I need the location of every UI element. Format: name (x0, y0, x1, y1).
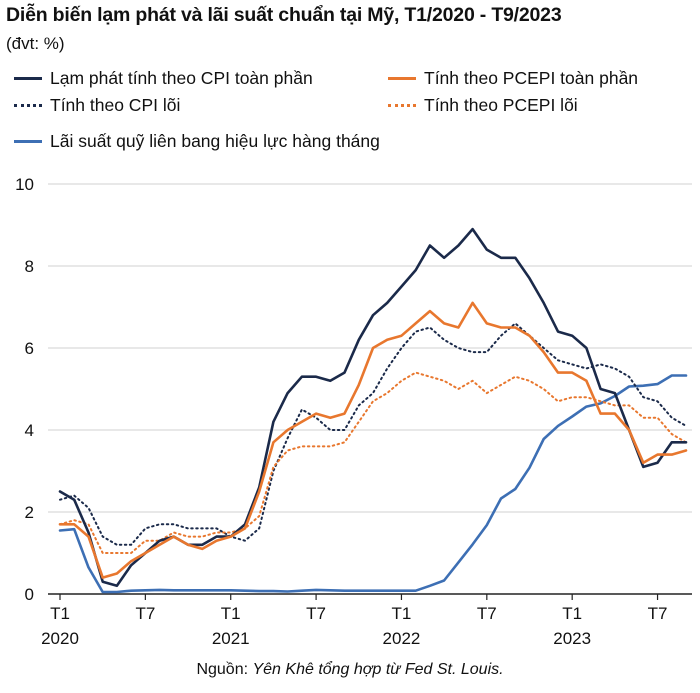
series-line-1 (59, 322, 687, 546)
legend-label-fed-funds: Lãi suất quỹ liên bang hiệu lực hàng thá… (50, 131, 380, 151)
legend-swatch-cpi-headline (14, 77, 42, 80)
x-tick-year-2: 2021 (212, 629, 250, 648)
x-tick-year-6: 2023 (553, 629, 591, 648)
y-tick-label-10: 10 (15, 175, 34, 194)
legend-item-fed-funds: Lãi suất quỹ liên bang hiệu lực hàng thá… (14, 131, 380, 152)
legend-swatch-cpi-core (14, 104, 42, 107)
source-note: Nguồn: Yên Khê tổng hợp từ Fed St. Louis… (0, 661, 700, 679)
legend-item-pce-headline: Tính theo PCEPI toàn phần (388, 68, 638, 89)
y-tick-label-8: 8 (25, 257, 34, 276)
series-line-3 (59, 371, 687, 554)
series-line-0 (58, 227, 688, 588)
chart-title: Diễn biến lạm phát và lãi suất chuẩn tại… (6, 4, 562, 26)
x-tick-label-2: T1 (221, 604, 241, 623)
legend-label-pce-core: Tính theo PCEPI lõi (424, 95, 578, 115)
series-line-2 (58, 301, 688, 579)
x-tick-label-5: T7 (477, 604, 497, 623)
x-tick-label-4: T1 (392, 604, 412, 623)
legend-label-pce-headline: Tính theo PCEPI toàn phần (424, 68, 639, 88)
x-tick-label-3: T7 (306, 604, 326, 623)
y-tick-label-6: 6 (25, 339, 34, 358)
y-tick-label-0: 0 (25, 585, 34, 604)
legend-item-pce-core: Tính theo PCEPI lõi (388, 95, 578, 116)
legend-label-cpi-headline: Lạm phát tính theo CPI toàn phần (50, 68, 313, 88)
legend-item-cpi-core: Tính theo CPI lõi (14, 95, 180, 116)
y-tick-label-4: 4 (25, 421, 34, 440)
legend-swatch-pce-headline (388, 77, 416, 80)
source-prefix: Nguồn: (196, 661, 253, 678)
legend-swatch-pce-core (388, 104, 416, 107)
y-tick-label-2: 2 (25, 503, 34, 522)
legend-swatch-fed-funds (14, 140, 42, 143)
legend-label-cpi-core: Tính theo CPI lõi (50, 95, 181, 115)
x-tick-year-0: 2020 (41, 629, 79, 648)
unit-label: (đvt: %) (6, 34, 65, 53)
x-tick-label-6: T1 (562, 604, 582, 623)
x-tick-label-1: T7 (135, 604, 155, 623)
legend-item-cpi-headline: Lạm phát tính theo CPI toàn phần (14, 68, 313, 89)
x-tick-label-0: T1 (50, 604, 70, 623)
series-line-4 (58, 374, 688, 594)
x-tick-year-4: 2022 (383, 629, 421, 648)
x-tick-label-7: T7 (648, 604, 668, 623)
source-text: Yên Khê tổng hợp từ Fed St. Louis. (252, 661, 504, 678)
